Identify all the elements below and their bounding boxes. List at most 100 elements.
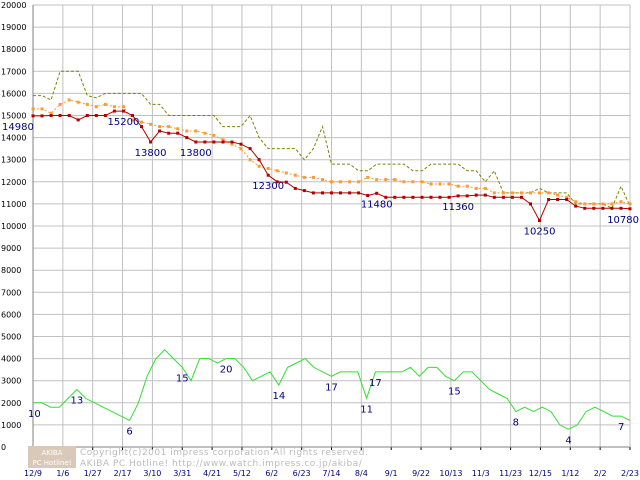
data-point-average (366, 175, 370, 179)
data-point-average (230, 142, 234, 146)
data-point-average (284, 171, 288, 175)
data-point-lowest (429, 195, 433, 199)
data-point-lowest (447, 195, 451, 199)
y-tick-label: 9000 (1, 244, 21, 253)
x-tick-label: 3/10 (143, 469, 161, 478)
data-point-lowest (221, 140, 225, 144)
data-point-lowest (556, 198, 560, 201)
x-tick-label: 5/12 (233, 469, 251, 478)
data-point-average (167, 125, 171, 129)
x-tick-label: 11/3 (472, 469, 490, 478)
data-point-lowest (67, 114, 71, 117)
data-point-average (266, 167, 270, 170)
y-tick-label: 6000 (1, 310, 21, 319)
data-point-average (158, 125, 162, 129)
shop-count-label: 10 (28, 409, 41, 420)
data-point-lowest (76, 118, 80, 122)
data-point-average (501, 191, 505, 195)
data-point-average (402, 180, 406, 184)
data-point-lowest (284, 180, 288, 184)
x-tick-label: 9/22 (412, 469, 430, 478)
y-tick-label: 7000 (1, 288, 21, 297)
data-point-average (601, 202, 605, 206)
data-point-lowest (248, 147, 252, 151)
data-point-lowest (547, 198, 551, 201)
x-tick-label: 1/6 (56, 469, 69, 478)
y-tick-label: 10000 (1, 222, 26, 231)
data-point-average (411, 180, 415, 184)
y-tick-label: 5000 (1, 333, 21, 342)
data-point-lowest (520, 195, 523, 199)
watermark-badge (28, 446, 76, 468)
x-tick-label: 10/13 (439, 469, 462, 478)
data-point-average (112, 105, 116, 109)
data-point-lowest (185, 136, 189, 140)
data-point-average (429, 182, 433, 186)
data-point-average (185, 129, 189, 133)
data-point-average (456, 184, 460, 188)
shop-count-label: 7 (618, 422, 624, 433)
data-point-lowest (94, 114, 98, 117)
data-point-lowest (529, 202, 532, 206)
data-point-lowest (49, 114, 53, 117)
data-point-average (339, 180, 342, 184)
data-point-lowest (538, 219, 541, 222)
y-tick-label: 8000 (1, 266, 21, 275)
data-point-average (565, 195, 569, 199)
data-point-lowest (266, 173, 270, 177)
y-tick-label: 3000 (1, 377, 21, 386)
x-tick-label: 3/31 (173, 469, 191, 478)
data-point-lowest (85, 114, 89, 117)
watermark: AKIBA PC Hotline! Copyright(c)2001 impre… (28, 446, 368, 469)
y-tick-label: 18000 (1, 45, 26, 54)
y-tick-label: 1000 (1, 421, 21, 430)
watermark-url: AKIBA PC Hotline! http://www.watch.impre… (80, 459, 363, 469)
data-point-lowest (293, 186, 297, 190)
data-point-lowest (339, 191, 342, 195)
data-point-lowest (149, 140, 153, 144)
y-tick-label: 12000 (1, 178, 26, 187)
data-point-average (628, 202, 632, 206)
price-label: 13800 (180, 148, 212, 159)
data-point-lowest (583, 206, 587, 210)
data-point-lowest (122, 109, 125, 113)
data-point-lowest (366, 194, 370, 197)
y-tick-label: 14000 (1, 134, 26, 143)
data-point-lowest (402, 195, 406, 199)
data-point-lowest (420, 195, 424, 199)
data-point-average (239, 147, 243, 151)
data-point-average (348, 180, 352, 184)
data-point-lowest (158, 129, 162, 133)
y-tick-label: 11000 (1, 200, 26, 209)
shop-count-label: 6 (126, 426, 132, 437)
shop-count-label: 8 (513, 418, 519, 429)
data-point-lowest (384, 195, 388, 199)
shop-count-label: 20 (220, 365, 233, 376)
data-point-average (574, 200, 578, 204)
price-label: 10250 (524, 226, 556, 237)
shop-count-label: 11 (360, 404, 373, 415)
x-tick-label: 2/23 (621, 469, 639, 478)
data-point-average (492, 191, 496, 195)
data-point-average (76, 100, 80, 104)
data-point-lowest (628, 207, 632, 211)
data-point-average (194, 129, 198, 133)
data-point-average (40, 107, 44, 111)
data-point-lowest (574, 204, 578, 208)
watermark-badge-top: AKIBA (41, 449, 62, 457)
data-point-lowest (492, 195, 496, 199)
price-label: 13800 (135, 148, 167, 159)
data-point-average (538, 191, 541, 195)
data-point-average (556, 193, 560, 197)
data-point-average (103, 102, 107, 106)
x-tick-label: 11/23 (499, 469, 522, 478)
price-label: 12300 (252, 181, 284, 192)
data-point-lowest (438, 195, 442, 199)
data-point-average (321, 178, 324, 182)
data-point-lowest (58, 114, 62, 117)
data-point-lowest (465, 194, 469, 198)
x-tick-label: 4/21 (203, 469, 221, 478)
data-point-lowest (140, 125, 143, 129)
data-point-lowest (456, 194, 460, 198)
